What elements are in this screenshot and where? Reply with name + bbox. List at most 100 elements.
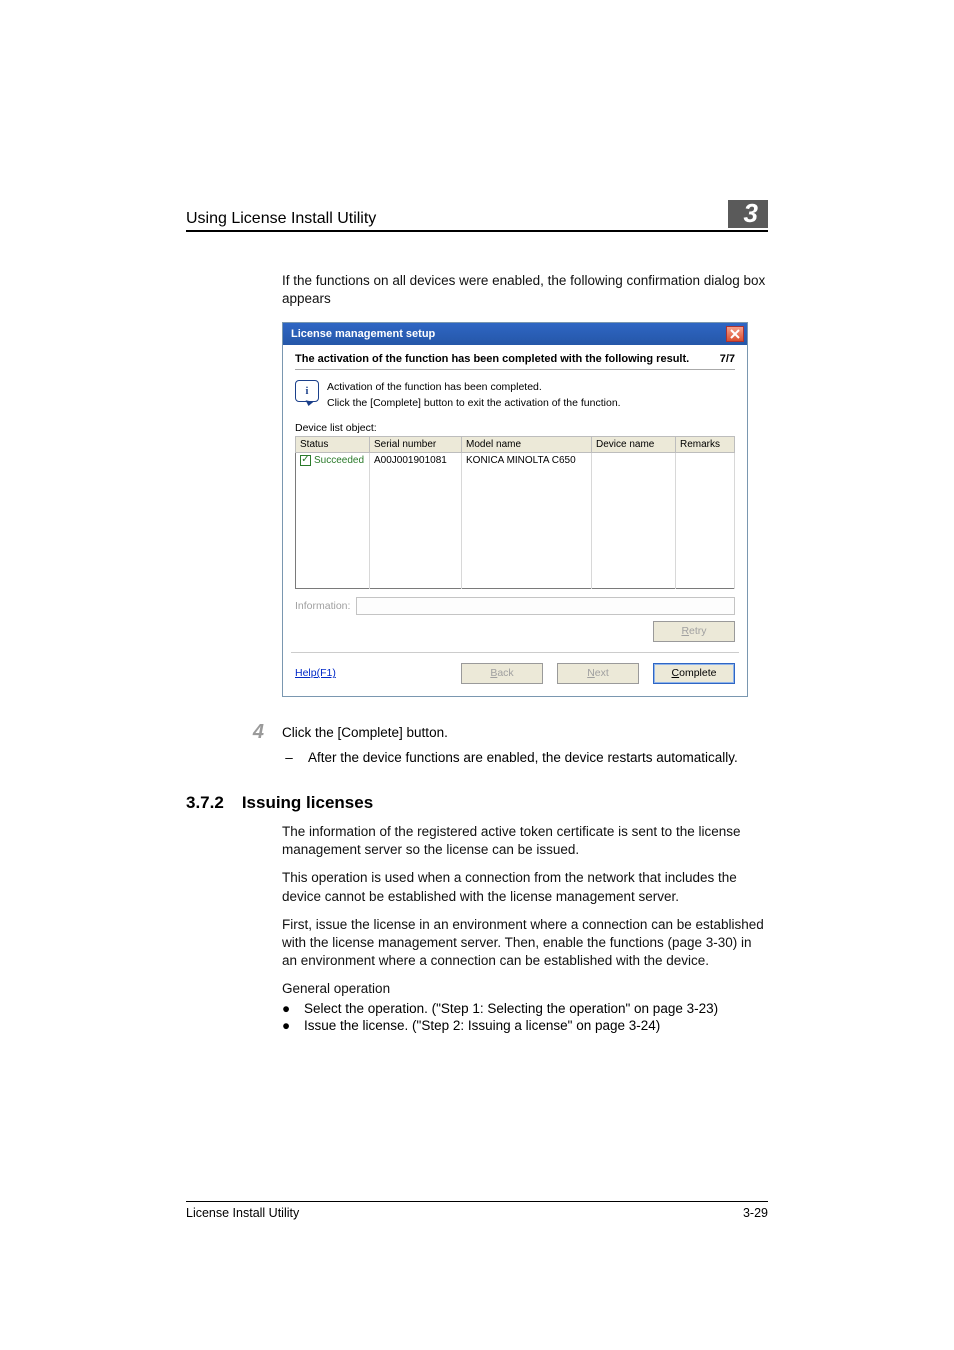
bullet-1-text: Select the operation. ("Step 1: Selectin… bbox=[304, 1001, 718, 1016]
empty-cell bbox=[676, 513, 735, 528]
step-4-row: 4 Click the [Complete] button. bbox=[186, 721, 768, 744]
close-icon bbox=[730, 329, 740, 339]
empty-cell bbox=[296, 468, 370, 483]
help-link[interactable]: Help(F1) bbox=[295, 667, 336, 679]
next-mnemonic: N bbox=[587, 667, 595, 679]
col-status: Status bbox=[296, 436, 370, 452]
empty-cell bbox=[370, 528, 462, 543]
empty-cell bbox=[676, 483, 735, 498]
cell-model: KONICA MINOLTA C650 bbox=[462, 452, 592, 468]
cell-serial: A00J001901081 bbox=[370, 452, 462, 468]
empty-cell bbox=[462, 483, 592, 498]
complete-button[interactable]: Complete bbox=[653, 663, 735, 684]
table-row bbox=[296, 558, 735, 573]
cell-remarks bbox=[676, 452, 735, 468]
cell-device bbox=[592, 452, 676, 468]
table-row bbox=[296, 573, 735, 589]
empty-cell bbox=[370, 513, 462, 528]
table-row bbox=[296, 528, 735, 543]
step-4-substep: – After the device functions are enabled… bbox=[282, 750, 768, 765]
dash-icon: – bbox=[282, 750, 296, 765]
dialog-info-line1: Activation of the function has been comp… bbox=[327, 380, 621, 396]
dialog-info-line2: Click the [Complete] button to exit the … bbox=[327, 396, 621, 412]
col-model: Model name bbox=[462, 436, 592, 452]
running-header: Using License Install Utility 3 bbox=[186, 200, 768, 232]
empty-cell bbox=[296, 483, 370, 498]
info-icon: i bbox=[295, 380, 319, 402]
table-row: ✓SucceededA00J001901081KONICA MINOLTA C6… bbox=[296, 452, 735, 468]
empty-cell bbox=[370, 498, 462, 513]
dialog-subheader: The activation of the function has been … bbox=[295, 353, 735, 370]
empty-cell bbox=[370, 573, 462, 589]
col-serial: Serial number bbox=[370, 436, 462, 452]
general-operation-label: General operation bbox=[282, 980, 768, 998]
empty-cell bbox=[370, 468, 462, 483]
empty-cell bbox=[676, 528, 735, 543]
section-number: 3.7.2 bbox=[186, 793, 224, 813]
empty-cell bbox=[370, 543, 462, 558]
empty-cell bbox=[296, 498, 370, 513]
table-row bbox=[296, 543, 735, 558]
empty-cell bbox=[462, 543, 592, 558]
table-row bbox=[296, 513, 735, 528]
empty-cell bbox=[462, 558, 592, 573]
information-row: Information: bbox=[295, 597, 735, 615]
bullet-icon: ● bbox=[282, 1018, 294, 1033]
col-remarks: Remarks bbox=[676, 436, 735, 452]
table-header-row: Status Serial number Model name Device n… bbox=[296, 436, 735, 452]
retry-mnemonic: R bbox=[681, 625, 689, 637]
cell-status: ✓Succeeded bbox=[296, 452, 370, 468]
empty-cell bbox=[296, 573, 370, 589]
footer-page-number: 3-29 bbox=[743, 1206, 768, 1220]
empty-cell bbox=[592, 498, 676, 513]
empty-cell bbox=[296, 558, 370, 573]
empty-cell bbox=[592, 558, 676, 573]
empty-cell bbox=[462, 513, 592, 528]
complete-rest: omplete bbox=[679, 667, 716, 679]
bullet-2-text: Issue the license. ("Step 2: Issuing a l… bbox=[304, 1018, 660, 1033]
empty-cell bbox=[462, 573, 592, 589]
close-button[interactable] bbox=[726, 326, 744, 342]
chapter-number-badge: 3 bbox=[728, 200, 768, 228]
dialog-title: License management setup bbox=[291, 328, 435, 340]
section-heading: 3.7.2 Issuing licenses bbox=[186, 793, 768, 813]
empty-cell bbox=[676, 468, 735, 483]
table-row bbox=[296, 468, 735, 483]
footer-doc-title: License Install Utility bbox=[186, 1206, 299, 1220]
dialog-footer: Help(F1) Back Next Complete bbox=[295, 663, 735, 684]
license-setup-dialog: License management setup The activation … bbox=[282, 322, 748, 697]
bullet-2: ● Issue the license. ("Step 2: Issuing a… bbox=[282, 1018, 768, 1033]
empty-cell bbox=[676, 543, 735, 558]
intro-paragraph: If the functions on all devices were ena… bbox=[282, 272, 768, 308]
empty-cell bbox=[676, 573, 735, 589]
empty-cell bbox=[592, 468, 676, 483]
empty-cell bbox=[676, 558, 735, 573]
empty-cell bbox=[592, 528, 676, 543]
empty-cell bbox=[462, 528, 592, 543]
dialog-titlebar: License management setup bbox=[283, 323, 747, 345]
dialog-info-texts: Activation of the function has been comp… bbox=[327, 380, 621, 412]
back-button: Back bbox=[461, 663, 543, 684]
page-footer: License Install Utility 3-29 bbox=[186, 1201, 768, 1220]
dialog-body: The activation of the function has been … bbox=[283, 345, 747, 696]
step-4-subtext: After the device functions are enabled, … bbox=[308, 750, 738, 765]
step-4-number: 4 bbox=[186, 721, 264, 744]
back-rest: ack bbox=[497, 667, 513, 679]
empty-cell bbox=[370, 483, 462, 498]
dialog-sub-heading: The activation of the function has been … bbox=[295, 353, 689, 365]
retry-button: Retry bbox=[653, 621, 735, 642]
dialog-info-row: i Activation of the function has been co… bbox=[295, 380, 735, 412]
device-list-label: Device list object: bbox=[295, 422, 735, 434]
empty-cell bbox=[296, 513, 370, 528]
empty-cell bbox=[462, 468, 592, 483]
empty-cell bbox=[462, 498, 592, 513]
empty-cell bbox=[370, 558, 462, 573]
information-label: Information: bbox=[295, 600, 350, 612]
empty-cell bbox=[676, 498, 735, 513]
complete-mnemonic: C bbox=[672, 667, 680, 679]
col-device: Device name bbox=[592, 436, 676, 452]
step-4-text: Click the [Complete] button. bbox=[282, 721, 448, 744]
information-field bbox=[356, 597, 735, 615]
check-icon: ✓ bbox=[300, 455, 311, 466]
empty-cell bbox=[592, 573, 676, 589]
